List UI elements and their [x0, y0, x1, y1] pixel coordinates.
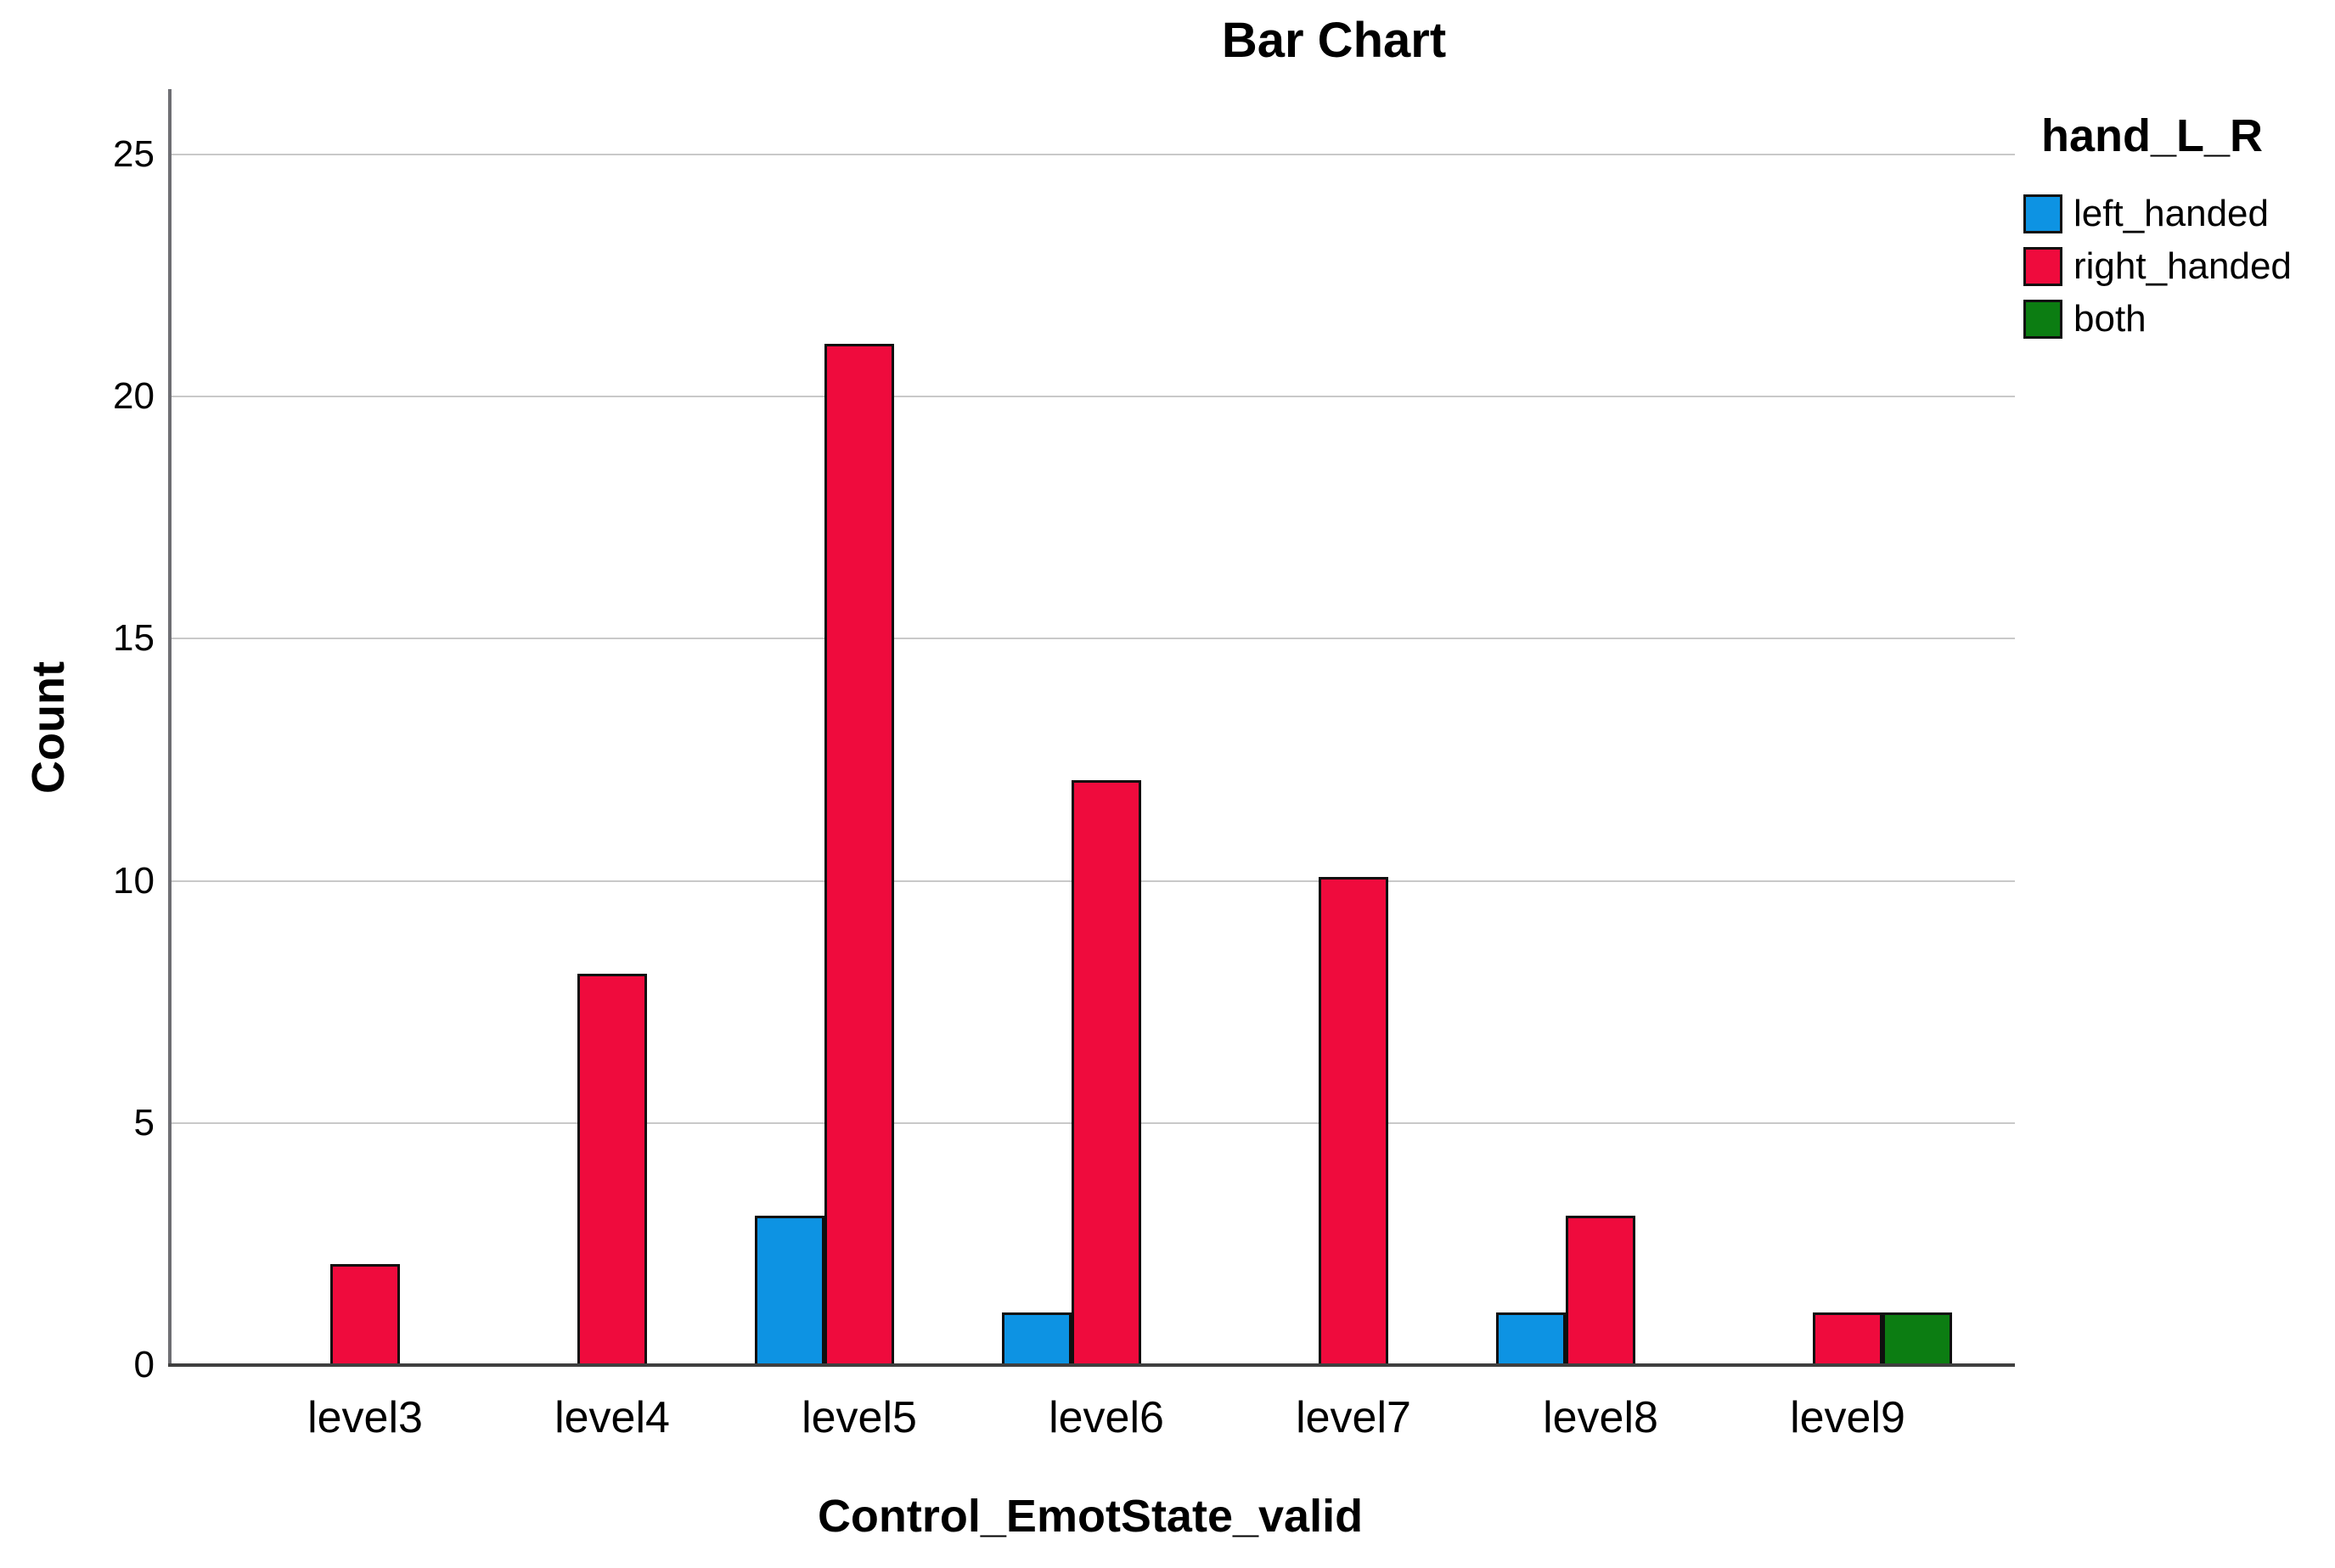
- y-axis-line: [168, 89, 172, 1367]
- bar-right_handed-level4: [577, 974, 647, 1363]
- bar-both-level9: [1882, 1312, 1952, 1363]
- bar-left_handed-level5: [755, 1216, 824, 1363]
- y-tick-label-20: 20: [113, 375, 155, 418]
- x-tick-label-level4: level4: [554, 1393, 670, 1442]
- chart-title: Bar Chart: [1221, 13, 1447, 68]
- x-tick-label-level9: level9: [1790, 1393, 1905, 1442]
- y-tick-label-5: 5: [133, 1101, 155, 1144]
- y-tick-label-10: 10: [113, 859, 155, 902]
- gridline-y-15: [172, 638, 2015, 640]
- x-tick-label-level3: level3: [307, 1393, 423, 1442]
- x-axis-title: Control_EmotState_valid: [817, 1491, 1364, 1542]
- legend-label-right_handed: right_handed: [2073, 245, 2292, 287]
- bar-left_handed-level6: [1002, 1312, 1072, 1363]
- x-axis-line: [168, 1363, 2015, 1367]
- legend-label-left_handed: left_handed: [2073, 193, 2269, 234]
- bar-right_handed-level6: [1072, 780, 1141, 1363]
- legend-title: hand_L_R: [2041, 110, 2264, 161]
- gridline-y-20: [172, 396, 2015, 398]
- bar-right_handed-level8: [1566, 1216, 1635, 1363]
- y-axis-title: Count: [23, 661, 74, 794]
- y-tick-label-0: 0: [133, 1344, 155, 1385]
- legend-swatch-right_handed: [2023, 247, 2062, 286]
- x-tick-label-level7: level7: [1296, 1393, 1411, 1442]
- bar-right_handed-level7: [1319, 877, 1388, 1363]
- gridline-y-25: [172, 154, 2015, 155]
- bar-left_handed-level8: [1496, 1312, 1566, 1363]
- legend-label-both: both: [2073, 298, 2147, 340]
- legend-swatch-left_handed: [2023, 194, 2062, 233]
- x-tick-label-level5: level5: [802, 1393, 917, 1442]
- bar-right_handed-level3: [330, 1264, 400, 1363]
- x-tick-label-level6: level6: [1049, 1393, 1164, 1442]
- y-tick-label-25: 25: [113, 133, 155, 175]
- x-tick-label-level8: level8: [1543, 1393, 1658, 1442]
- bar-right_handed-level9: [1813, 1312, 1882, 1363]
- legend-swatch-both: [2023, 300, 2062, 339]
- y-tick-label-15: 15: [113, 617, 155, 660]
- bar-right_handed-level5: [824, 344, 894, 1363]
